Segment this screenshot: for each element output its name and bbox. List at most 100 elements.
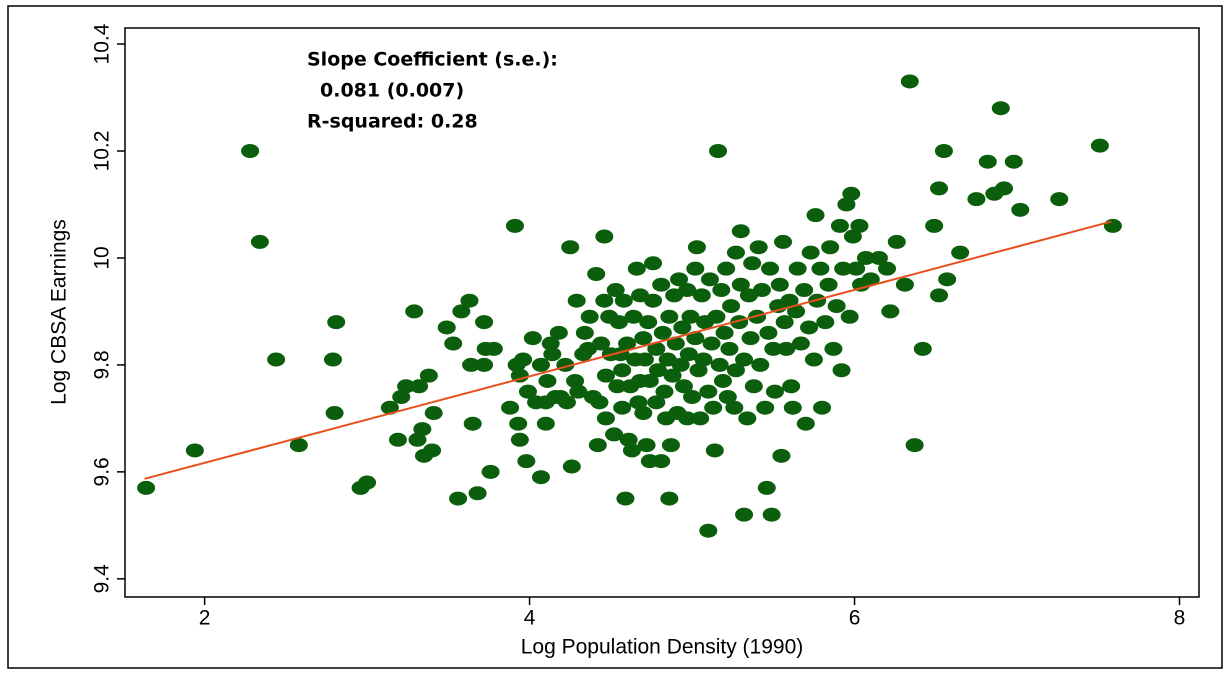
scatter-point xyxy=(791,336,810,351)
scatter-point xyxy=(780,293,799,308)
scatter-point xyxy=(413,422,432,437)
scatter-point xyxy=(995,181,1014,196)
scatter-point xyxy=(627,261,646,276)
scatter-point xyxy=(930,288,949,303)
scatter-point xyxy=(569,384,588,399)
scatter-point xyxy=(241,143,260,158)
scatter-point xyxy=(735,507,754,522)
scatter-point xyxy=(731,277,750,292)
scatter-point xyxy=(722,299,741,314)
scatter-point xyxy=(756,400,775,415)
scatter-point xyxy=(653,325,672,340)
scatter-point xyxy=(861,272,880,287)
scatter-point xyxy=(699,384,718,399)
scatter-point xyxy=(613,363,632,378)
scatter-point xyxy=(678,283,697,298)
scatter-point xyxy=(637,438,656,453)
scatter-point xyxy=(575,325,594,340)
scatter-point xyxy=(614,293,633,308)
scatter-point xyxy=(702,336,721,351)
scatter-point xyxy=(788,261,807,276)
scatter-point xyxy=(683,389,702,404)
scatter-point xyxy=(605,427,624,442)
scatter-point xyxy=(596,368,615,383)
scatter-point xyxy=(392,389,411,404)
scatter-point xyxy=(705,443,724,458)
scatter-point xyxy=(567,293,586,308)
scatter-point xyxy=(437,320,456,335)
scatter-point xyxy=(410,379,429,394)
x-tick-label: 6 xyxy=(849,607,861,630)
scatter-point xyxy=(900,74,919,89)
scatter-point xyxy=(895,277,914,292)
scatter-point xyxy=(531,470,550,485)
scatter-point xyxy=(821,240,840,255)
y-tick-label: 10 xyxy=(91,246,114,269)
scatter-point xyxy=(624,309,643,324)
y-tick-label: 10.2 xyxy=(91,131,114,172)
scatter-point xyxy=(423,443,442,458)
scatter-point xyxy=(699,523,718,538)
scatter-point xyxy=(686,331,705,346)
scatter-point xyxy=(774,234,793,249)
scatter-point xyxy=(634,331,653,346)
scatter-point xyxy=(561,240,580,255)
scatter-point xyxy=(666,336,685,351)
scatter-point xyxy=(967,192,986,207)
scatter-point xyxy=(609,315,628,330)
scatter-point xyxy=(622,443,641,458)
scatter-point xyxy=(484,341,503,356)
scatter-point xyxy=(717,261,736,276)
scatter-point xyxy=(566,373,585,388)
scatter-point xyxy=(775,315,794,330)
scatter-point xyxy=(847,261,866,276)
scatter-point xyxy=(761,261,780,276)
scatter-point xyxy=(510,432,529,447)
scatter-point xyxy=(777,341,796,356)
scatter-point xyxy=(726,363,745,378)
scatter-point xyxy=(380,400,399,415)
scatter-point xyxy=(596,411,615,426)
scatter-point xyxy=(562,459,581,474)
scatter-point xyxy=(938,272,957,287)
scatter-point xyxy=(419,368,438,383)
scatter-point xyxy=(1011,202,1030,217)
scatter-point xyxy=(634,406,653,421)
scatter-point xyxy=(951,245,970,260)
scatter-point xyxy=(930,181,949,196)
scatter-point xyxy=(444,336,463,351)
scatter-point xyxy=(834,261,853,276)
scatter-point xyxy=(843,229,862,244)
annotation: 0.081 (0.007) xyxy=(320,80,464,102)
scatter-point xyxy=(250,234,269,249)
scatter-point xyxy=(881,304,900,319)
scatter-point xyxy=(663,368,682,383)
scatter-point xyxy=(449,491,468,506)
scatter-point xyxy=(267,352,286,367)
scatter-point xyxy=(1103,218,1122,233)
scatter-point xyxy=(531,357,550,372)
scatter-point xyxy=(709,143,728,158)
scatter-point xyxy=(543,347,562,362)
scatter-point xyxy=(827,299,846,314)
scatter-point xyxy=(673,320,692,335)
scatter-point xyxy=(816,315,835,330)
x-tick-label: 2 xyxy=(199,607,211,630)
scatter-point xyxy=(671,357,690,372)
scatter-point xyxy=(640,373,659,388)
scatter-point xyxy=(397,379,416,394)
scatter-point xyxy=(629,395,648,410)
plot-area xyxy=(124,27,1200,598)
scatter-point xyxy=(712,283,731,298)
scatter-point xyxy=(738,411,757,426)
scatter-point xyxy=(606,283,625,298)
frame xyxy=(7,5,1223,669)
scatter-point xyxy=(800,320,819,335)
scatter-point xyxy=(837,197,856,212)
scatter-point xyxy=(887,234,906,249)
scatter-point xyxy=(751,357,770,372)
scatter-point xyxy=(869,250,888,265)
scatter-point xyxy=(460,293,479,308)
scatter-point xyxy=(647,395,666,410)
scatter-point xyxy=(505,218,524,233)
